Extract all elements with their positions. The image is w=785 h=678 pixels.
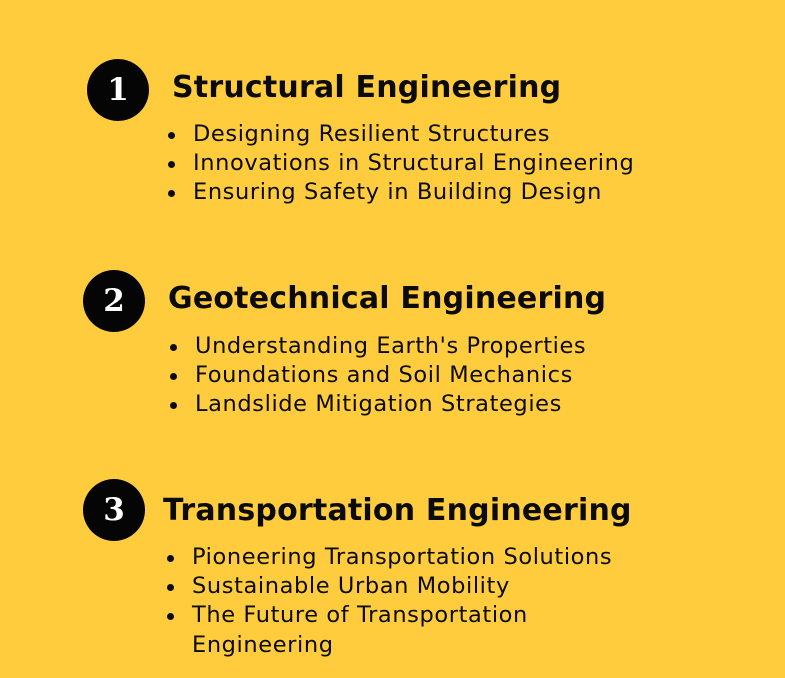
number-badge-2: 2 <box>83 270 145 332</box>
list-item: Designing Resilient Structures <box>166 120 726 149</box>
number-badge-3: 3 <box>83 479 145 541</box>
badge-number: 1 <box>107 71 129 108</box>
section-title: Geotechnical Engineering <box>168 281 607 316</box>
number-badge-1: 1 <box>87 59 149 121</box>
bullet-list: Designing Resilient Structures Innovatio… <box>166 120 726 208</box>
list-item: Foundations and Soil Mechanics <box>168 361 728 390</box>
list-item: The Future of Transportation Engineering <box>165 601 565 659</box>
section-title: Transportation Engineering <box>163 493 632 528</box>
list-item: Understanding Earth's Properties <box>168 332 728 361</box>
list-item: Sustainable Urban Mobility <box>165 572 565 601</box>
bullet-list: Understanding Earth's Properties Foundat… <box>168 332 728 420</box>
list-item: Pioneering Transportation Solutions <box>165 543 612 572</box>
section-title: Structural Engineering <box>172 70 562 105</box>
badge-number: 3 <box>103 491 125 528</box>
badge-number: 2 <box>103 282 125 319</box>
bullet-list: Pioneering Transportation Solutions Sust… <box>165 543 612 660</box>
list-item: Innovations in Structural Engineering <box>166 149 726 178</box>
list-item: Landslide Mitigation Strategies <box>168 390 728 419</box>
list-item: Ensuring Safety in Building Design <box>166 178 726 207</box>
